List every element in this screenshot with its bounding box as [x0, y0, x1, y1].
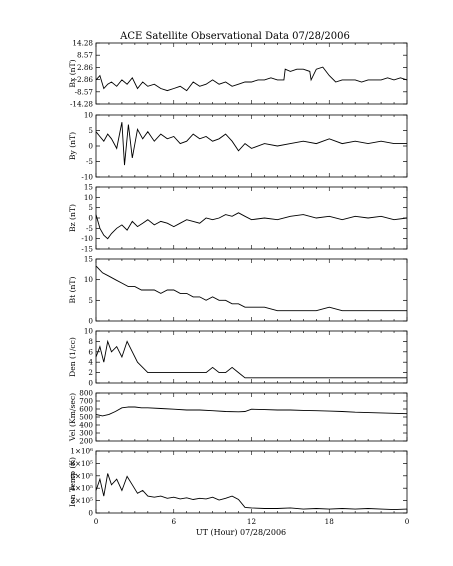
series-line: [95, 122, 407, 166]
series-line: [95, 212, 408, 240]
panel-frame: [95, 392, 408, 442]
y-tick-label: 10: [84, 193, 94, 202]
y-tick-label: 5: [88, 203, 93, 212]
y-axis-label: Bz (nT): [68, 204, 77, 232]
y-tick-label: -5: [86, 157, 93, 166]
y-tick-label: 0: [88, 509, 93, 518]
y-tick-label: 200: [79, 437, 93, 446]
y-tick-label: 400: [79, 421, 93, 430]
y-axis-label: Ion Temp (K): [68, 457, 77, 507]
x-tick-label: 6: [171, 517, 176, 526]
y-tick-label: -10: [81, 173, 93, 182]
y-tick-label: 8: [88, 337, 93, 346]
x-tick-labels: 0 6 12 18 0: [94, 517, 410, 526]
x-tick-label: 12: [247, 517, 256, 526]
y-tick-label: 600: [79, 405, 93, 414]
y-tick-label: -15: [81, 245, 93, 254]
panel-7: 1×10⁶ 8×10⁵ 6×10⁵ 4×10⁵ 2×10⁵ 0 Ion Temp (K): [68, 447, 408, 518]
panel-frame: [95, 186, 408, 250]
x-tick-label: 0: [405, 517, 410, 526]
y-tick-label: 6: [88, 347, 93, 356]
panel-frame: [95, 450, 408, 514]
series-line: [95, 66, 408, 92]
series-line: [95, 473, 408, 511]
y-tick-label: 15: [84, 183, 94, 192]
y-tick-label: 0: [88, 214, 93, 223]
panel-1: 14.28 8.57 2.86 -2.86 -8.57 -14.28 Bx (nT): [68, 39, 408, 109]
y-tick-label: 8×10⁵: [70, 459, 93, 468]
panel-2: 10 5 0 -5 -10 By (nT): [68, 111, 408, 182]
y-tick-label: 0: [88, 317, 93, 326]
y-tick-label: 0: [88, 142, 93, 151]
panel-frame: [95, 114, 408, 178]
panel-frame: [95, 330, 408, 384]
y-tick-label: -5: [86, 224, 93, 233]
y-tick-label: 2.86: [77, 63, 93, 72]
y-tick-label: 5: [88, 296, 93, 305]
y-tick-label: 1×10⁶: [70, 447, 93, 456]
y-tick-label: 10: [84, 275, 94, 284]
series-line: [95, 339, 407, 379]
series-line: [95, 265, 407, 312]
y-tick-label: 6×10⁵: [70, 471, 93, 480]
y-tick-label: 2: [88, 368, 93, 377]
series-line: [95, 406, 408, 417]
x-tick-label: 0: [94, 517, 99, 526]
y-tick-label: 10: [84, 111, 94, 120]
chart-title: ACE Satellite Observational Data 07/28/2…: [119, 31, 350, 42]
y-tick-label: -14.28: [70, 100, 93, 109]
x-tick-label: 18: [325, 517, 335, 526]
y-tick-label: 700: [79, 397, 93, 406]
y-axis-label: Vel (Km/sec): [68, 393, 77, 442]
y-axis-label: By (nT): [68, 132, 77, 160]
y-tick-label: 800: [79, 389, 93, 398]
y-tick-label: 14.28: [72, 39, 93, 48]
y-tick-label: 8.57: [77, 51, 93, 60]
y-axis-label: Den (1/cc): [68, 337, 77, 377]
y-tick-label: 4: [88, 358, 93, 367]
y-tick-label: -8.57: [75, 87, 94, 96]
y-tick-label: 500: [79, 413, 93, 422]
y-tick-label: 0: [88, 379, 93, 388]
y-tick-label: 10: [84, 327, 94, 336]
y-tick-label: -10: [81, 234, 93, 243]
y-tick-label: 2×10⁵: [70, 496, 93, 505]
y-axis-label: Bt (nT): [68, 277, 77, 304]
y-axis-label: Bx (nT): [68, 59, 77, 87]
y-tick-label: 300: [79, 429, 93, 438]
y-tick-label: 4×10⁵: [70, 484, 93, 493]
panel-frame: [95, 42, 408, 105]
y-tick-label: 15: [84, 255, 94, 264]
y-tick-label: -2.86: [75, 75, 94, 84]
y-tick-label: 5: [88, 126, 93, 135]
x-axis-label: UT (Hour) 07/28/2006: [196, 528, 286, 537]
panel-4: 15 10 5 0 Bt (nT): [68, 255, 408, 326]
